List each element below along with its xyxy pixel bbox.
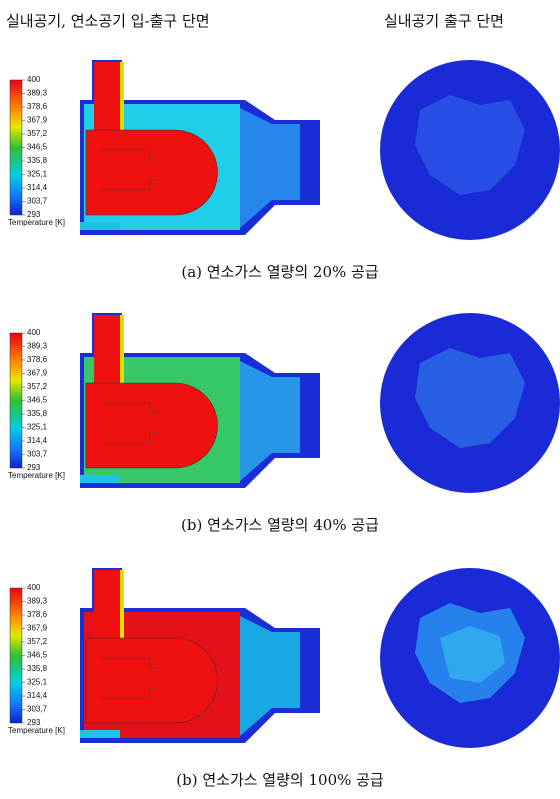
colorbar-label: 389,3: [27, 597, 48, 606]
colorbar-label: 346,5: [27, 143, 48, 152]
colorbar-label: 357,2: [27, 129, 48, 138]
inlet-duct: [94, 62, 120, 132]
colorbar-label: 389,3: [27, 89, 48, 98]
column-header: 실내공기 출구 단면: [384, 12, 504, 30]
colorbar-label: 335,8: [27, 664, 48, 673]
colorbar: [10, 588, 22, 723]
colorbar-label: 367,9: [27, 624, 48, 633]
colorbar: [10, 80, 22, 215]
colorbar-label: 346,5: [27, 651, 48, 660]
caption: (a) 연소가스 열량의 20% 공급: [181, 263, 378, 281]
colorbar-label: 314,4: [27, 436, 48, 445]
panels: 400 389,3 378,6 367,9 357,2 346,5 335,8 325,1 31…: [8, 60, 560, 789]
colorbar-label: 346,5: [27, 396, 48, 405]
colorbar-label: 335,8: [27, 156, 48, 165]
figure: 실내공기, 연소공기 입-출구 단면 실내공기 출구 단면 400 389,3 37…: [0, 0, 560, 799]
inlet-wall: [120, 315, 124, 385]
inlet-duct: [94, 315, 120, 385]
colorbar-title: Temperature [K]: [8, 726, 65, 735]
colorbar-label: 303,7: [27, 197, 48, 206]
inlet-wall: [120, 62, 124, 132]
inlet-wall: [120, 570, 124, 640]
bottom-port: [80, 475, 120, 483]
colorbar-label: 389,3: [27, 342, 48, 351]
colorbar-label: 400: [27, 583, 41, 592]
colorbar-label: 378,6: [27, 610, 48, 619]
colorbar-label: 378,6: [27, 355, 48, 364]
colorbar-label: 325,1: [27, 170, 48, 179]
colorbar-label: 303,7: [27, 705, 48, 714]
colorbar-label: 367,9: [27, 116, 48, 125]
burner: [86, 638, 217, 723]
colorbar-label: 367,9: [27, 369, 48, 378]
colorbar-label: 325,1: [27, 423, 48, 432]
bottom-port: [80, 730, 120, 738]
colorbar-label: 303,7: [27, 450, 48, 459]
colorbar-label: 314,4: [27, 691, 48, 700]
colorbar: [10, 333, 22, 468]
panel: 400 389,3 378,6 367,9 357,2 346,5 335,8 325,1 31…: [8, 313, 560, 534]
burner: [86, 130, 217, 215]
inlet-duct: [94, 570, 120, 640]
colorbar-label: 314,4: [27, 183, 48, 192]
panel: 400 389,3 378,6 367,9 357,2 346,5 335,8 325,1 31…: [8, 60, 560, 281]
colorbar-title: Temperature [K]: [8, 471, 65, 480]
colorbar-label: 325,1: [27, 678, 48, 687]
colorbar-label: 335,8: [27, 409, 48, 418]
colorbar-label: 357,2: [27, 637, 48, 646]
colorbar-title: Temperature [K]: [8, 218, 65, 227]
colorbar-label: 400: [27, 75, 41, 84]
colorbar-label: 378,6: [27, 102, 48, 111]
burner: [86, 383, 217, 468]
panel: 400 389,3 378,6 367,9 357,2 346,5 335,8 325,1 31…: [8, 568, 560, 789]
bottom-port: [80, 222, 120, 230]
colorbar-label: 357,2: [27, 382, 48, 391]
colorbar-label: 400: [27, 328, 41, 337]
caption: (b) 연소가스 열량의 100% 공급: [176, 771, 384, 789]
column-header: 실내공기, 연소공기 입-출구 단면: [6, 12, 210, 30]
caption: (b) 연소가스 열량의 40% 공급: [181, 516, 379, 534]
